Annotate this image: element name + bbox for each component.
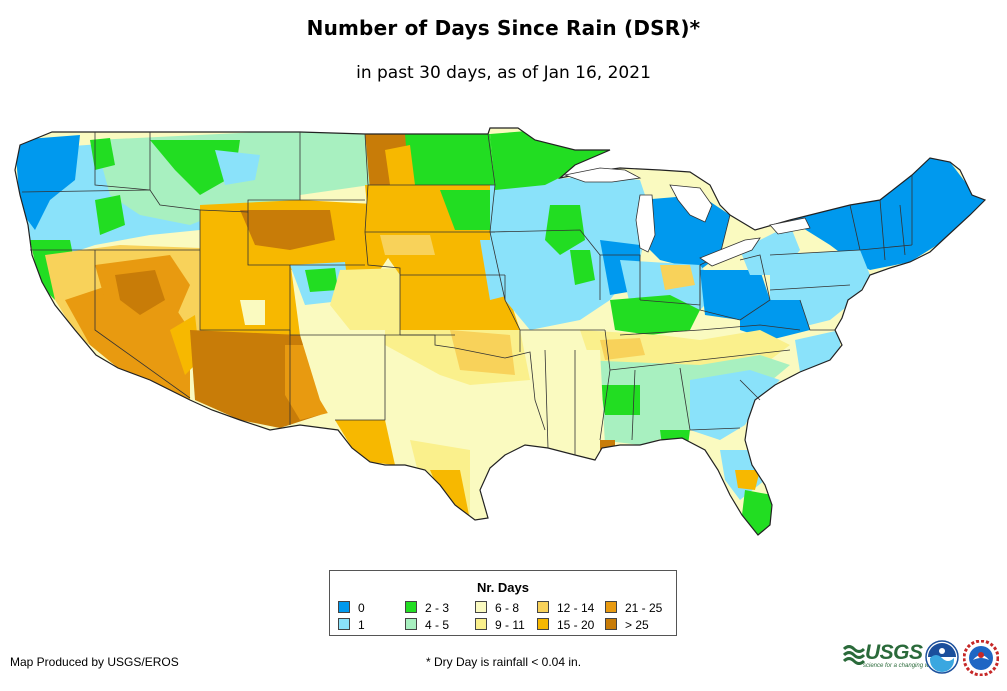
dry-day-footnote: * Dry Day is rainfall < 0.04 in. bbox=[425, 655, 582, 669]
legend-swatch bbox=[338, 601, 350, 613]
dsr-color-regions bbox=[15, 128, 985, 535]
map-title: Number of Days Since Rain (DSR)* bbox=[306, 16, 701, 40]
legend-item-12-14: 12 - 14 bbox=[537, 601, 594, 615]
legend-item-1: 1 bbox=[338, 618, 365, 632]
usgs-wordmark: USGS bbox=[865, 641, 923, 664]
legend-item-4-5: 4 - 5 bbox=[405, 618, 449, 632]
legend-item-2-3: 2 - 3 bbox=[405, 601, 449, 615]
usgs-tagline: science for a changing world bbox=[863, 663, 940, 669]
state-boundaries bbox=[21, 132, 913, 455]
legend-swatch bbox=[405, 618, 417, 630]
legend-swatch bbox=[605, 601, 617, 613]
dsr-map bbox=[14, 127, 987, 536]
map-legend: Nr. Days 0 1 2 - 3 4 - 5 6 - 8 9 - 11 12… bbox=[329, 570, 677, 636]
legend-swatch bbox=[605, 618, 617, 630]
legend-swatch bbox=[475, 618, 487, 630]
legend-swatch bbox=[537, 618, 549, 630]
usgs-wave-icon bbox=[843, 645, 865, 665]
legend-swatch bbox=[405, 601, 417, 613]
legend-item-0: 0 bbox=[338, 601, 365, 615]
legend-item-15-20: 15 - 20 bbox=[537, 618, 594, 632]
us-outline bbox=[14, 127, 987, 536]
noaa-logo bbox=[925, 640, 959, 674]
legend-swatch bbox=[475, 601, 487, 613]
legend-item-6-8: 6 - 8 bbox=[475, 601, 519, 615]
map-credit: Map Produced by USGS/EROS bbox=[10, 655, 179, 669]
great-lakes bbox=[563, 167, 811, 267]
legend-swatch bbox=[537, 601, 549, 613]
legend-item-21-25: 21 - 25 bbox=[605, 601, 662, 615]
legend-item-9-11: 9 - 11 bbox=[475, 618, 525, 632]
map-subtitle: in past 30 days, as of Jan 16, 2021 bbox=[356, 63, 651, 83]
legend-item-gt-25: > 25 bbox=[605, 618, 649, 632]
legend-title: Nr. Days bbox=[476, 580, 530, 595]
legend-swatch bbox=[338, 618, 350, 630]
nws-logo bbox=[963, 640, 999, 676]
